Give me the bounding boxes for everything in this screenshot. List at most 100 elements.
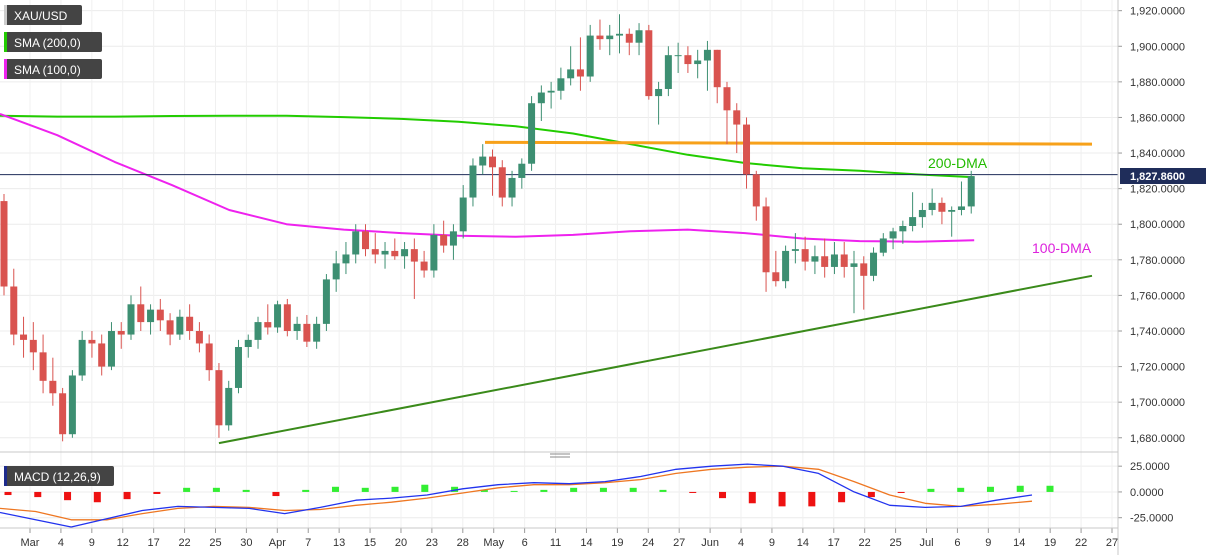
macd-histogram-bar (1046, 485, 1054, 492)
x-tick-label: 19 (1044, 537, 1056, 549)
candle-body (918, 209, 926, 218)
candle (274, 300, 282, 333)
legend-xauusd[interactable]: XAU/USD (4, 5, 82, 25)
candle (743, 117, 751, 189)
candle (449, 224, 457, 260)
macd-layer (0, 463, 1054, 528)
macd-histogram-bar (212, 487, 220, 492)
candle (616, 14, 624, 54)
x-tick-label: 28 (457, 537, 469, 549)
candle (723, 81, 731, 145)
macd-histogram-bar (957, 487, 965, 492)
macd-histogram-bar (808, 491, 816, 507)
current-price-tag: 1,827.8600 (1120, 168, 1206, 184)
legend-sma100-label: SMA (100,0) (14, 63, 81, 77)
legend-sma200[interactable]: SMA (200,0) (4, 32, 102, 52)
legend-xauusd-label: XAU/USD (14, 9, 68, 23)
candle (586, 24, 594, 82)
candle-body (313, 323, 321, 342)
legend-sma100-box (4, 59, 102, 79)
candle (567, 46, 575, 86)
price-tick-label: 1,720.0000 (1130, 362, 1185, 374)
candle (957, 181, 965, 216)
price-tick-label: 1,740.0000 (1130, 326, 1185, 338)
macd-histogram-bar (4, 491, 12, 496)
candle-body (498, 167, 506, 198)
macd-histogram-bar (510, 490, 518, 492)
candle (782, 245, 790, 289)
x-tick-label: Jul (919, 537, 933, 549)
current-price-label: 1,827.8600 (1130, 171, 1185, 183)
candle (928, 188, 936, 216)
candle-body (616, 33, 624, 36)
legend-macd[interactable]: MACD (12,26,9) (4, 466, 114, 486)
dma100-annotation: 100-DMA (1032, 240, 1092, 256)
legend-xauusd-box (4, 5, 82, 25)
candle-body (791, 249, 799, 251)
candle (234, 339, 242, 394)
pane-resize-handle[interactable] (550, 453, 570, 458)
candle (713, 49, 721, 104)
candle (537, 85, 545, 122)
x-tick-label: 22 (178, 537, 190, 549)
candle-body (234, 347, 242, 388)
candle-body (860, 263, 868, 276)
candle (606, 24, 614, 56)
candle-body (743, 124, 751, 175)
x-tick-label: 25 (209, 537, 221, 549)
macd-histogram-bar (421, 484, 429, 492)
candle (186, 304, 194, 340)
x-tick-label: Apr (269, 537, 286, 549)
candle (469, 158, 477, 207)
candle-body (821, 256, 829, 267)
x-tick-label: 14 (797, 537, 809, 549)
x-grid (29, 0, 1113, 528)
candle (899, 220, 907, 244)
candle (879, 233, 887, 257)
candle-body (381, 250, 389, 255)
candle-body (703, 49, 711, 61)
candle (870, 247, 878, 282)
candle (576, 37, 584, 91)
candle-body (274, 304, 282, 328)
candle-body (264, 322, 272, 328)
candle-body (625, 33, 633, 43)
x-tick-label: 15 (364, 537, 376, 549)
candle-body (811, 256, 819, 262)
candle (733, 103, 741, 154)
candle-body (10, 286, 18, 335)
candle-body (166, 320, 174, 335)
x-tick-label: 17 (828, 537, 840, 549)
candle-body (645, 30, 653, 97)
dma200-annotation: 200-DMA (928, 155, 988, 171)
candle (547, 81, 555, 109)
candle-body (39, 352, 47, 381)
candle (225, 380, 233, 431)
price-tick-label: 1,800.0000 (1130, 219, 1185, 231)
candle (313, 316, 321, 349)
candle-body (928, 202, 936, 210)
x-tick-label: 13 (333, 537, 345, 549)
candle-body (938, 202, 946, 212)
candle-body (635, 30, 643, 43)
candle (684, 46, 692, 73)
candle-body (430, 234, 438, 271)
price-tick-label: 1,820.0000 (1130, 184, 1185, 196)
x-tick-label: 30 (240, 537, 252, 549)
legend-sma100[interactable]: SMA (100,0) (4, 59, 102, 79)
candle (98, 334, 106, 376)
candle (215, 363, 223, 438)
candle (498, 160, 506, 207)
macd-histogram-bar (838, 491, 846, 503)
candle (791, 233, 799, 264)
candle (752, 170, 760, 221)
candle (254, 316, 262, 349)
candle (830, 242, 838, 275)
x-tick-label: 23 (426, 537, 438, 549)
macd-histogram-bar (183, 487, 191, 492)
macd-histogram-bar (302, 489, 310, 492)
candle (78, 330, 86, 381)
candle-body (528, 103, 536, 164)
legend-sma200-box (4, 32, 102, 52)
